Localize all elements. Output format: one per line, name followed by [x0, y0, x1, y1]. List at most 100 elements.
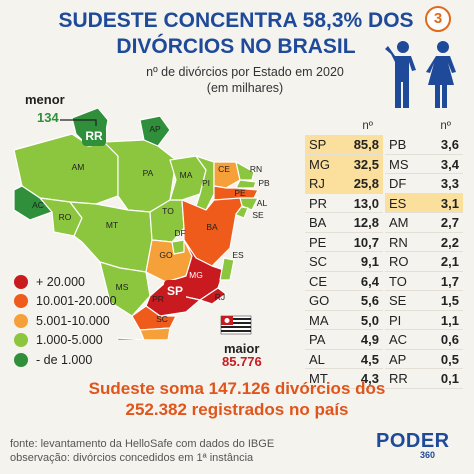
state-value: 0,5 — [440, 351, 459, 367]
state-code: AC — [389, 332, 408, 347]
state-code: MG — [309, 156, 330, 172]
subtitle-line-1: nº de divórcios por Estado em 2020 — [146, 65, 344, 79]
state-value: 3,1 — [440, 195, 459, 211]
state-value: 6,4 — [360, 273, 379, 289]
table-row: PR 13,0 ES 3,1 — [305, 193, 463, 213]
state-label-rn: RN — [250, 164, 262, 174]
state-value: 2,7 — [440, 215, 459, 230]
state-value: 4,5 — [360, 351, 379, 367]
state-value: 0,1 — [440, 371, 459, 386]
legend-item: 1.000-5.000 — [14, 331, 117, 351]
table-cell-am: AM 2,7 — [385, 213, 463, 233]
page-title: SUDESTE CONCENTRA 58,3% DOS DIVÓRCIOS NO… — [48, 8, 424, 60]
table-header-right: nº — [440, 120, 451, 132]
state-value: 5,6 — [360, 293, 379, 308]
table-cell-ro: RO 2,1 — [385, 252, 463, 272]
state-code: AP — [389, 351, 407, 367]
state-label-ce: CE — [218, 164, 230, 174]
state-value: 5,0 — [360, 312, 379, 328]
state-code: RJ — [309, 176, 325, 191]
state-value: 32,5 — [353, 156, 379, 172]
table-row: RJ 25,8 DF 3,3 — [305, 174, 463, 194]
footer-source: fonte: levantamento da HelloSafe com dad… — [10, 438, 275, 450]
table-cell-ba: BA 12,8 — [305, 213, 383, 233]
table-row: MT 4,3 RR 0,1 — [305, 369, 463, 389]
state-code: GO — [309, 293, 330, 308]
state-value: 3,6 — [440, 137, 459, 152]
table-cell-go: GO 5,6 — [305, 291, 383, 311]
table-cell-se: SE 1,5 — [385, 291, 463, 311]
state-label-es: ES — [232, 250, 244, 260]
state-label-to: TO — [162, 206, 174, 216]
state-value: 85,8 — [353, 137, 379, 152]
table-row: GO 5,6 SE 1,5 — [305, 291, 463, 311]
state-code: TO — [389, 273, 407, 289]
state-code: AM — [389, 215, 409, 230]
table-row: MA 5,0 PI 1,1 — [305, 311, 463, 330]
state-label-al: AL — [257, 198, 268, 208]
table-row: SC 9,1 RO 2,1 — [305, 252, 463, 272]
state-label-df: DF — [174, 228, 185, 238]
state-sc — [139, 327, 171, 340]
state-label-rs: RS — [138, 338, 150, 340]
state-pb — [235, 179, 257, 189]
state-value: 10,7 — [353, 234, 379, 250]
legend-swatch — [14, 294, 28, 309]
state-code: PB — [389, 137, 407, 152]
state-label-ma: MA — [180, 170, 193, 180]
state-value: 4,3 — [360, 371, 379, 386]
state-es — [219, 257, 235, 281]
table-cell-rn: RN 2,2 — [385, 233, 463, 252]
legend-item: 5.001-10.000 — [14, 311, 117, 331]
state-label-am: AM — [72, 162, 85, 172]
state-code: BA — [309, 215, 327, 230]
table-cell-ce: CE 6,4 — [305, 272, 383, 291]
state-label-ro: RO — [59, 212, 72, 222]
man-woman-icon — [385, 41, 456, 108]
state-label-ac: AC — [32, 200, 44, 210]
state-label-se: SE — [252, 210, 264, 220]
table-row: MG 32,5 MS 3,4 — [305, 154, 463, 174]
sp-flag-icon — [220, 315, 252, 335]
state-code: PE — [309, 234, 327, 250]
maior-value: 85.776 — [222, 354, 262, 369]
table-cell-mt: MT 4,3 — [305, 369, 383, 389]
state-code: SE — [389, 293, 407, 308]
state-rs — [116, 337, 169, 340]
state-ap — [139, 115, 171, 147]
sp-callout — [164, 280, 186, 302]
state-code: RR — [389, 371, 408, 386]
state-label-ap: AP — [149, 124, 161, 134]
table-row: SP 85,8 PB 3,6 — [305, 135, 463, 155]
table-cell-pr: PR 13,0 — [305, 194, 383, 213]
menor-value: 134 — [37, 110, 59, 125]
state-value: 3,3 — [440, 176, 459, 191]
footer-notes: fonte: levantamento da HelloSafe com dad… — [10, 437, 274, 465]
rr-callout — [82, 126, 106, 146]
state-value: 25,8 — [353, 176, 379, 191]
state-value: 2,2 — [440, 234, 459, 250]
subtitle-line-2: (em milhares) — [206, 81, 284, 95]
state-code: MS — [389, 156, 409, 172]
state-label-pi: PI — [202, 178, 210, 188]
state-label-rj: RJ — [215, 292, 225, 302]
legend-label: 10.001-20.000 — [36, 294, 117, 309]
state-code: ES — [389, 195, 407, 211]
table-cell-al: AL 4,5 — [305, 350, 383, 369]
table-cell-es: ES 3,1 — [385, 193, 463, 213]
state-code: PR — [309, 195, 328, 211]
state-value: 1,5 — [440, 293, 459, 308]
table-row: CE 6,4 TO 1,7 — [305, 272, 463, 291]
legend-swatch — [14, 274, 28, 289]
legend-swatch — [14, 333, 28, 348]
poder360-logo-sub: 360 — [420, 450, 436, 460]
table-header-left: nº — [362, 120, 373, 132]
state-value: 0,6 — [440, 332, 459, 347]
table-row: PE 10,7 RN 2,2 — [305, 233, 463, 252]
summary-text: Sudeste soma 147.126 divórcios dos 252.3… — [40, 378, 434, 420]
footer-observation: observação: divórcios concedidos em 1ª i… — [10, 452, 254, 464]
table-cell-sc: SC 9,1 — [305, 252, 383, 272]
callout-lines — [60, 119, 97, 126]
table-cell-pi: PI 1,1 — [385, 311, 463, 330]
table-row: AL 4,5 AP 0,5 — [305, 350, 463, 369]
